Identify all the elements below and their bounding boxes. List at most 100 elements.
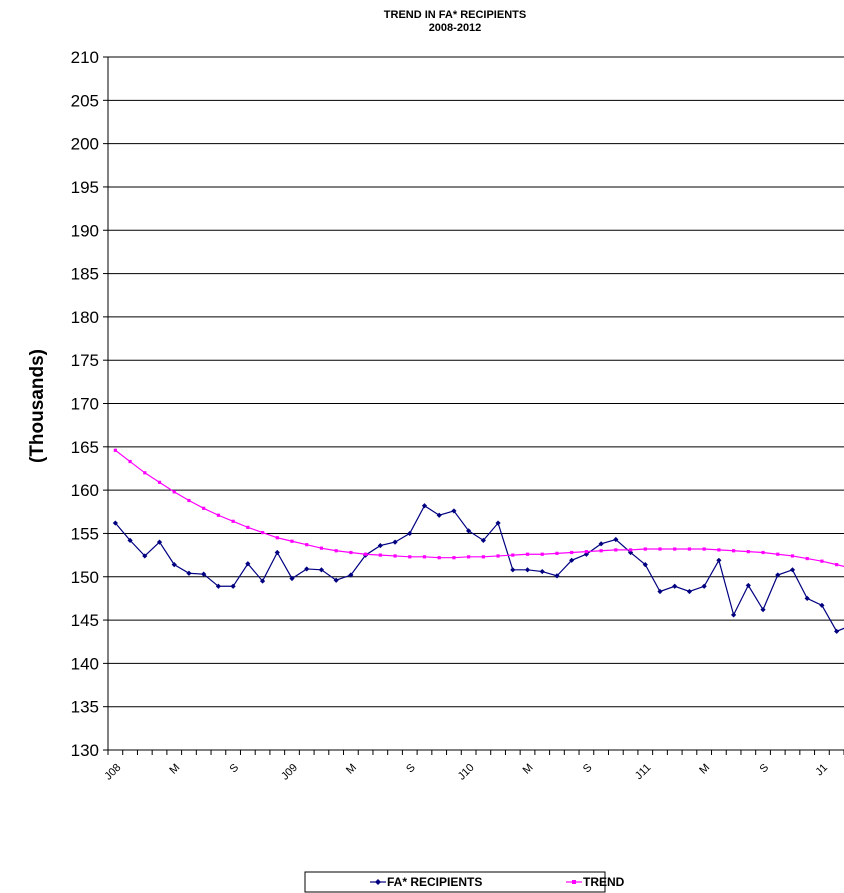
series-trend: [113, 448, 844, 567]
data-point: [113, 448, 117, 452]
x-tick-label: M: [697, 762, 712, 777]
data-point: [673, 547, 677, 551]
chart-title: TREND IN FA* RECIPIENTS: [384, 9, 526, 21]
data-point: [467, 555, 471, 559]
data-point: [275, 536, 279, 540]
data-point: [539, 568, 545, 575]
y-tick-label: 135: [71, 698, 99, 717]
data-point: [804, 595, 810, 602]
data-point: [835, 563, 839, 567]
y-tick-label: 190: [71, 221, 99, 240]
data-point: [112, 520, 118, 526]
x-tick-label: J09: [279, 762, 300, 783]
data-point: [554, 573, 560, 579]
x-tick-label: J10: [456, 762, 477, 783]
x-tick-label: J11: [633, 762, 653, 782]
y-tick-label: 180: [71, 308, 99, 327]
data-point: [451, 508, 457, 514]
gridlines: [108, 56, 844, 708]
data-point: [805, 556, 809, 561]
data-point: [259, 578, 266, 584]
data-point: [349, 550, 353, 555]
data-point: [466, 528, 472, 534]
data-point: [364, 552, 368, 556]
data-point: [480, 537, 486, 543]
x-tick-label: M: [167, 762, 182, 777]
data-point: [393, 554, 397, 558]
chart-subtitle: 2008-2012: [429, 22, 482, 34]
data-point: [540, 552, 544, 556]
y-tick-label: 155: [71, 524, 99, 543]
data-point: [318, 567, 325, 573]
y-tick-label: 170: [71, 395, 99, 414]
y-tick-label: 165: [71, 438, 99, 457]
data-point: [245, 561, 251, 567]
data-point: [128, 459, 132, 464]
y-tick-label: 200: [71, 135, 99, 154]
data-point: [495, 520, 501, 526]
series-fa-recipients: [112, 503, 844, 634]
data-point: [819, 602, 825, 608]
series-layer: [112, 448, 844, 634]
y-tick-label: 205: [71, 91, 99, 110]
y-tick-label: 150: [71, 568, 99, 587]
y-tick-label: 195: [71, 178, 99, 197]
y-tick-label: 140: [71, 654, 99, 673]
y-tick-label: 160: [71, 481, 99, 500]
data-point: [628, 548, 633, 552]
data-point: [687, 547, 692, 551]
y-tick-label: 145: [71, 611, 99, 630]
data-point: [143, 471, 147, 475]
data-point: [230, 583, 236, 589]
data-point: [570, 550, 574, 555]
y-tick-label: 185: [71, 265, 99, 284]
legend-label-trend: TREND: [583, 875, 625, 889]
series-line: [114, 504, 844, 633]
data-point: [187, 498, 191, 503]
legend-box: [304, 871, 606, 893]
data-point: [260, 530, 265, 535]
data-point: [701, 583, 707, 589]
data-point: [834, 628, 840, 634]
data-point: [524, 567, 531, 573]
data-point: [422, 555, 427, 559]
x-tick-label: S: [581, 762, 595, 776]
data-point: [599, 549, 603, 553]
data-point: [304, 566, 310, 572]
data-point: [172, 490, 176, 494]
legend-marker-trend: [572, 880, 576, 884]
x-tick-label: M: [521, 762, 536, 777]
data-point: [215, 583, 221, 589]
data-point: [745, 582, 751, 589]
x-tick-label: J1: [813, 762, 830, 779]
y-axis-ticks: 130 135 140 145 150 155 160 165 170 175 180 185 190 1…: [71, 48, 108, 760]
data-point: [613, 536, 619, 543]
data-point: [642, 562, 648, 568]
x-tick-label: S: [228, 762, 242, 776]
data-point: [142, 553, 148, 559]
legend: FA* RECIPIENTS TREND: [304, 871, 625, 893]
x-tick-label: M: [344, 762, 359, 777]
data-point: [392, 539, 398, 545]
x-axis-ticks: J08 M S J09 M S J10 M S J11 M S J1: [102, 750, 844, 783]
data-point: [421, 503, 428, 509]
data-point: [202, 506, 206, 510]
data-point: [334, 549, 338, 553]
data-point: [672, 583, 678, 589]
y-axis-label: (Thousands): [27, 349, 48, 463]
data-point: [569, 557, 575, 563]
data-point: [348, 572, 354, 578]
data-point: [732, 549, 736, 553]
x-tick-label: J08: [102, 762, 123, 783]
data-point: [481, 555, 485, 559]
data-point: [716, 557, 722, 563]
data-point: [598, 541, 604, 547]
data-point: [127, 537, 133, 543]
data-point: [290, 539, 294, 543]
data-point: [746, 550, 750, 554]
data-point: [584, 550, 588, 554]
legend-label-fa-recipients: FA* RECIPIENTS: [387, 875, 482, 889]
data-point: [643, 547, 647, 551]
data-point: [790, 554, 795, 558]
